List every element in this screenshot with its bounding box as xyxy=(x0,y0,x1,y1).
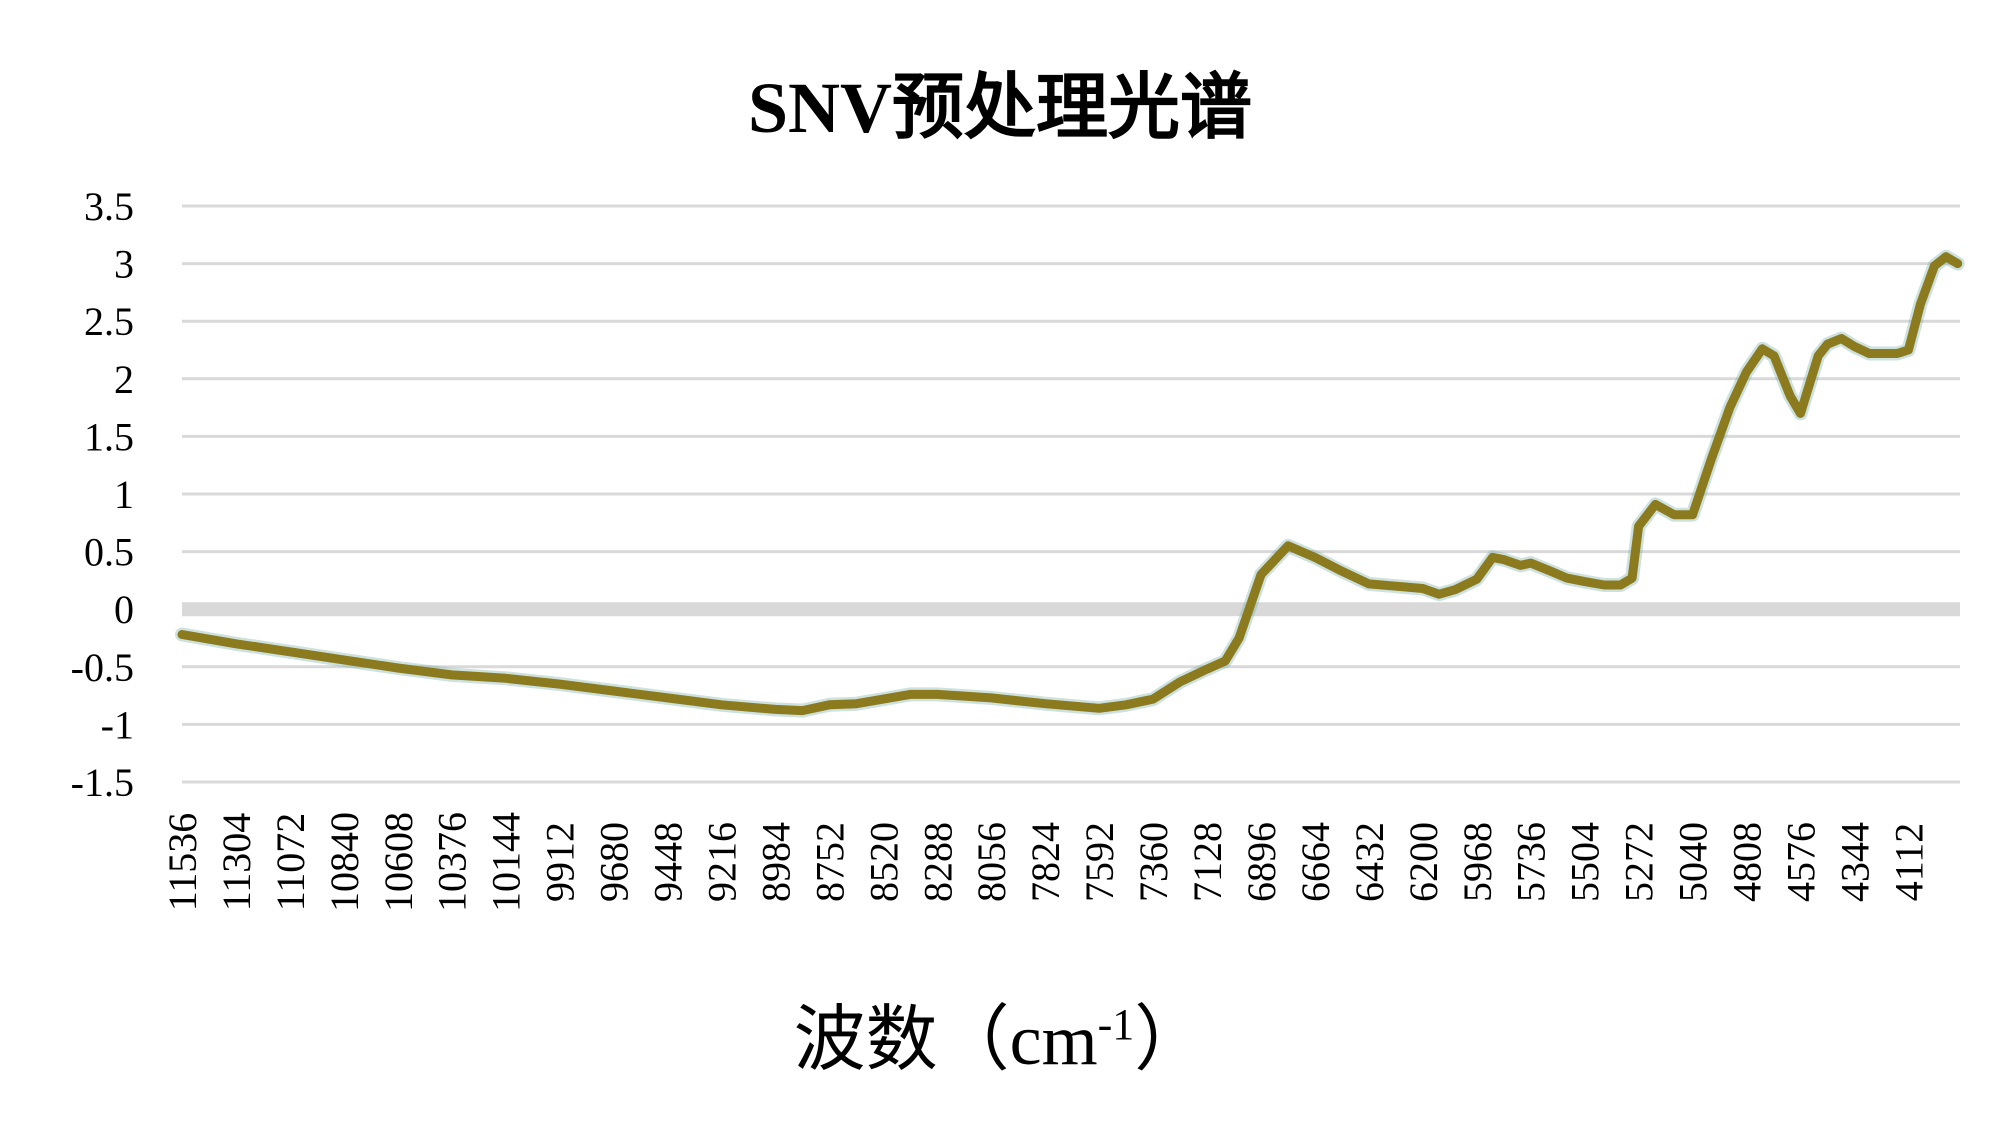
x-tick-label: 5272 xyxy=(1617,822,1662,902)
y-tick-label: 1 xyxy=(114,472,134,517)
y-tick-label: 3.5 xyxy=(84,184,134,229)
x-tick-label: 10144 xyxy=(484,812,529,912)
x-axis-label-close: ） xyxy=(1134,1000,1207,1080)
x-tick-label: 10608 xyxy=(376,812,421,912)
y-tick-label: 3 xyxy=(114,242,134,287)
x-tick-label: 5040 xyxy=(1671,822,1716,902)
y-tick-label: 0 xyxy=(114,587,134,632)
gridlines xyxy=(182,204,1960,784)
y-tick-label: -1.5 xyxy=(71,760,134,805)
x-tick-label: 6896 xyxy=(1239,822,1284,902)
x-tick-label: 5736 xyxy=(1509,822,1554,902)
x-tick-label: 9680 xyxy=(592,822,637,902)
y-tick-label: 2 xyxy=(114,357,134,402)
x-tick-label: 7592 xyxy=(1077,822,1122,902)
x-tick-label: 7360 xyxy=(1131,822,1176,902)
x-tick-label: 8752 xyxy=(807,822,852,902)
x-axis-label: 波数（cm-1） xyxy=(0,980,2000,1085)
x-axis-label-text: 波数（cm xyxy=(793,1000,1098,1080)
x-tick-label: 6432 xyxy=(1347,822,1392,902)
chart-title: SNV预处理光谱 xyxy=(747,68,1253,148)
x-tick-label: 4344 xyxy=(1832,822,1877,902)
x-tick-label: 10840 xyxy=(322,812,367,912)
series-line xyxy=(177,252,1963,716)
x-tick-label: 9216 xyxy=(699,822,744,902)
x-tick-label: 11304 xyxy=(214,813,259,912)
y-tick-label: 1.5 xyxy=(84,414,134,459)
x-tick-label: 9912 xyxy=(538,822,583,902)
y-tick-label: 2.5 xyxy=(84,299,134,344)
y-tick-label: 0.5 xyxy=(84,530,134,575)
x-tick-label: 8288 xyxy=(915,822,960,902)
series-halo xyxy=(175,249,1965,718)
x-axis-ticks: 11536 11304 11072 10840 10608 10376 10144 9912 9… xyxy=(160,812,1931,912)
series-layer xyxy=(175,249,1965,718)
y-tick-label: -0.5 xyxy=(71,645,134,690)
x-tick-label: 5504 xyxy=(1563,822,1608,902)
x-tick-label: 4112 xyxy=(1886,823,1931,902)
x-tick-label: 11536 xyxy=(160,813,205,912)
y-axis-ticks: 3.5 3 2.5 2 1.5 1 0.5 0 -0.5 -1 -1.5 xyxy=(71,184,134,805)
x-tick-label: 11072 xyxy=(268,813,313,912)
x-tick-label: 9448 xyxy=(646,822,691,902)
x-tick-label: 7128 xyxy=(1185,822,1230,902)
x-tick-label: 6664 xyxy=(1293,822,1338,902)
x-tick-label: 5968 xyxy=(1455,822,1500,902)
x-tick-label: 4808 xyxy=(1725,822,1770,902)
x-tick-label: 7824 xyxy=(1023,822,1068,902)
x-tick-label: 10376 xyxy=(430,812,475,912)
y-tick-label: -1 xyxy=(101,702,134,747)
x-tick-label: 8520 xyxy=(861,822,906,902)
x-tick-label: 6200 xyxy=(1401,822,1446,902)
x-axis-label-superscript: -1 xyxy=(1097,1000,1135,1049)
x-tick-label: 8984 xyxy=(753,822,798,902)
x-tick-label: 8056 xyxy=(969,822,1014,902)
x-tick-label: 4576 xyxy=(1778,822,1823,902)
